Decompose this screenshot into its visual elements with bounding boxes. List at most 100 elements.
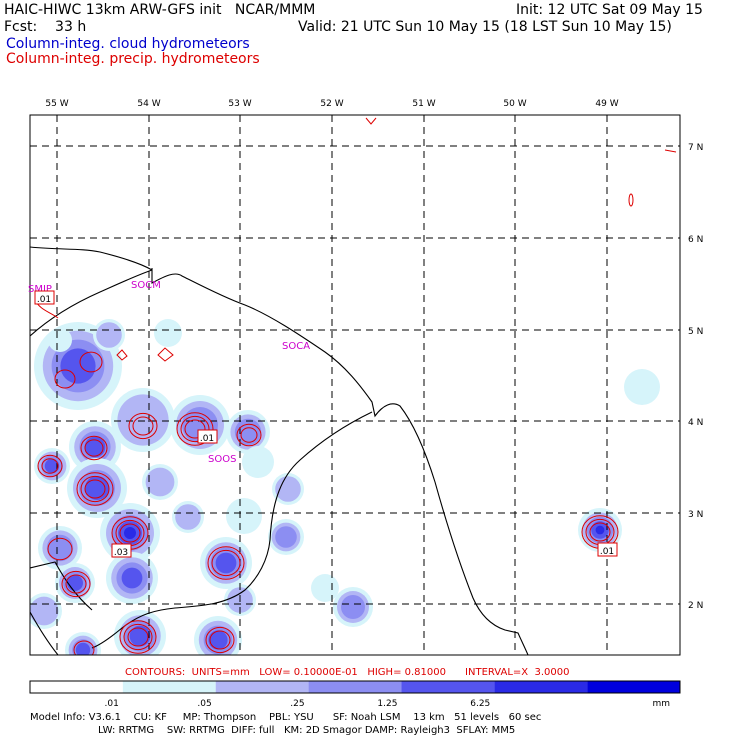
lon-label: 50 W (503, 99, 526, 109)
lon-label: 49 W (595, 99, 618, 109)
contour-labels: .01 .01 .03 .01 (34, 290, 618, 558)
latitude-labels: 7 N 6 N 5 N 4 N 3 N 2 N (688, 143, 703, 611)
cloud-blob (215, 552, 237, 574)
colorbar-tick: 1.25 (377, 699, 397, 709)
precip-contour (128, 412, 158, 440)
precip-contour (236, 423, 262, 447)
lat-label: 7 N (688, 143, 703, 153)
precip-contour (84, 479, 106, 499)
station-label: SOCA (282, 341, 310, 352)
lon-label: 52 W (320, 99, 343, 109)
precip-contour (61, 570, 91, 598)
precip-contour (54, 369, 76, 389)
precip-contour (73, 640, 95, 655)
precip-contour (119, 523, 141, 543)
station-label: SOCM (131, 280, 161, 291)
cloud-blob (226, 498, 262, 534)
cloud-blob (624, 369, 660, 405)
map-frame (29, 114, 681, 656)
colorbar-swatch (30, 681, 123, 693)
precip-contour (209, 630, 231, 650)
precip-contour (157, 347, 174, 362)
cloud-blob (275, 476, 301, 502)
cloud-field-title: Column-integ. cloud hydrometeors (6, 36, 250, 52)
precip-contour (628, 193, 634, 207)
longitude-labels: 55 W 54 W 53 W 52 W 51 W 50 W 49 W (45, 99, 618, 109)
colorbar-tick: .25 (290, 699, 304, 709)
cloud-blob (341, 595, 365, 619)
precip-contour (76, 472, 114, 506)
colorbar-swatch (401, 681, 495, 693)
precip-contour (176, 412, 214, 446)
cloud-blob (60, 348, 96, 384)
cloud-blob (46, 534, 74, 562)
contour-label-box (34, 290, 55, 305)
precip-contour (240, 427, 258, 443)
cloud-blob (96, 322, 122, 348)
station-label: SMJP (28, 284, 52, 295)
colorbar-tick: 6.25 (470, 699, 490, 709)
init-time: Init: 12 UTC Sat 09 May 15 (516, 2, 703, 18)
cloud-blob (44, 458, 60, 474)
lon-label: 55 W (45, 99, 68, 109)
cloud-blob (48, 328, 72, 352)
model-info-line2: LW: RRTMG SW: RRTMG DIFF: full KM: 2D Sm… (98, 725, 516, 736)
cloud-blob (154, 319, 182, 347)
cloud-blob (121, 567, 143, 589)
cloud-blob (117, 394, 169, 446)
cloud-blob (145, 467, 175, 497)
colorbar-swatch (587, 681, 680, 693)
lon-label: 54 W (137, 99, 160, 109)
colorbar-unit: mm (652, 699, 670, 709)
precip-contour (84, 439, 104, 457)
contour-label-box (197, 429, 218, 444)
forecast-hour: Fcst: 33 h (4, 19, 87, 35)
lat-label: 2 N (688, 601, 703, 611)
precip-contour (79, 351, 103, 373)
colorbar-tick: .01 (105, 699, 119, 709)
lat-label: 3 N (688, 510, 703, 520)
station-label: SOOS (208, 454, 236, 465)
precip-contour (119, 620, 157, 654)
valid-time: Valid: 21 UTC Sun 10 May 15 (18 LST Sun … (298, 19, 672, 35)
contour-label: .03 (114, 548, 128, 558)
precip-contour (589, 522, 611, 542)
precip-contour (180, 415, 210, 443)
precip-contour (664, 149, 677, 153)
contour-info: CONTOURS: UNITS=mm LOW= 0.10000E-01 HIGH… (125, 667, 570, 678)
colorbar-swatch (215, 681, 309, 693)
colorbar-tick: .05 (197, 699, 211, 709)
cloud-blob (595, 525, 605, 535)
cloud-blob (208, 630, 228, 650)
precip-contour (37, 454, 63, 478)
contour-label-box (597, 542, 618, 557)
model-title: HAIC-HIWC 13km ARW-GFS init NCAR/MMM (4, 2, 316, 18)
precip-contour (116, 349, 128, 361)
precip-contour (132, 416, 154, 436)
cloud-blob (311, 574, 339, 602)
cloud-blob (129, 625, 151, 647)
cloud-blob (175, 504, 201, 530)
lon-label: 51 W (412, 99, 435, 109)
contour-label: .01 (37, 295, 51, 305)
colorbar-swatch (308, 681, 402, 693)
cloud-blob (242, 446, 274, 478)
colorbar-swatch (122, 681, 216, 693)
cloud-blob (30, 596, 59, 626)
coastline (30, 246, 529, 655)
contour-label-box (111, 543, 132, 558)
precip-contour (207, 546, 245, 580)
lat-label: 5 N (688, 327, 703, 337)
cloud-blob (124, 527, 136, 539)
cloud-blob (275, 526, 297, 548)
precip-contour (41, 458, 59, 474)
contour-label: .01 (200, 434, 214, 444)
cloud-blob (75, 642, 91, 655)
model-info-line1: Model Info: V3.6.1 CU: KF MP: Thompson P… (30, 712, 542, 723)
lon-label: 53 W (228, 99, 251, 109)
lat-label: 4 N (688, 418, 703, 428)
precip-contour (65, 574, 87, 594)
precip-contour (80, 435, 108, 461)
precip-contour (211, 549, 241, 577)
lat-lon-grid (30, 115, 680, 655)
